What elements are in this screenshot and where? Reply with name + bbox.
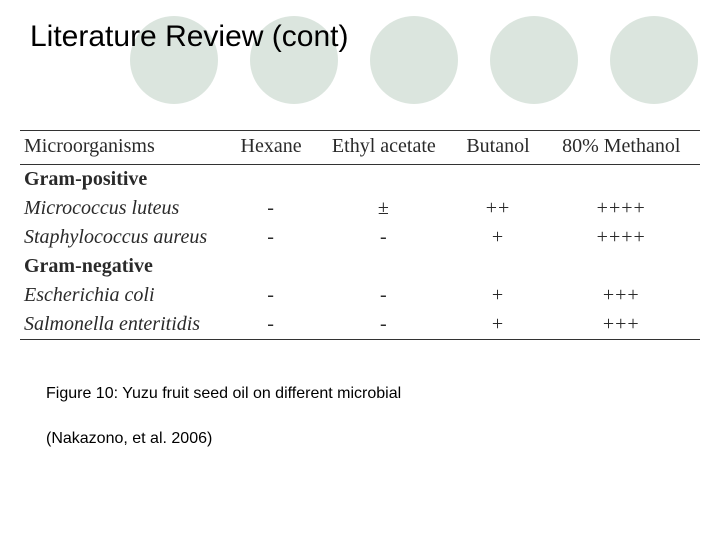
table-row: Staphylococcus aureus - - + ++++ <box>20 223 700 252</box>
group-label: Gram-negative <box>20 252 228 281</box>
cell-value: - <box>314 281 453 310</box>
organism-name: Escherichia coli <box>20 281 228 310</box>
cell-value: - <box>314 310 453 340</box>
cell-value: ++++ <box>542 223 700 252</box>
cell-value: + <box>454 281 543 310</box>
col-header-organism: Microorganisms <box>20 131 228 165</box>
table-row: Gram-negative <box>20 252 700 281</box>
col-header-ethylacetate: Ethyl acetate <box>314 131 453 165</box>
cell-value: +++ <box>542 281 700 310</box>
antimicrobial-table: Microorganisms Hexane Ethyl acetate Buta… <box>20 130 700 340</box>
organism-name: Salmonella enteritidis <box>20 310 228 340</box>
cell-value: - <box>228 223 314 252</box>
circle-icon <box>370 16 458 104</box>
figure-caption: Figure 10: Yuzu fruit seed oil on differ… <box>46 385 401 403</box>
cell-value: ++ <box>454 194 543 223</box>
cell-value: - <box>228 310 314 340</box>
cell-value: ± <box>314 194 453 223</box>
cell-value: ++++ <box>542 194 700 223</box>
table-row: Salmonella enteritidis - - + +++ <box>20 310 700 340</box>
cell-value: - <box>228 281 314 310</box>
citation: (Nakazono, et al. 2006) <box>46 430 212 448</box>
organism-name: Micrococcus luteus <box>20 194 228 223</box>
circle-icon <box>490 16 578 104</box>
table-row: Micrococcus luteus - ± ++ ++++ <box>20 194 700 223</box>
table-row: Gram-positive <box>20 165 700 195</box>
cell-value: - <box>228 194 314 223</box>
cell-value: +++ <box>542 310 700 340</box>
col-header-methanol: 80% Methanol <box>542 131 700 165</box>
col-header-butanol: Butanol <box>454 131 543 165</box>
organism-name: Staphylococcus aureus <box>20 223 228 252</box>
table-row: Escherichia coli - - + +++ <box>20 281 700 310</box>
group-label: Gram-positive <box>20 165 228 195</box>
cell-value: - <box>314 223 453 252</box>
col-header-hexane: Hexane <box>228 131 314 165</box>
page-title: Literature Review (cont) <box>30 20 348 54</box>
cell-value: + <box>454 310 543 340</box>
cell-value: + <box>454 223 543 252</box>
circle-icon <box>610 16 698 104</box>
